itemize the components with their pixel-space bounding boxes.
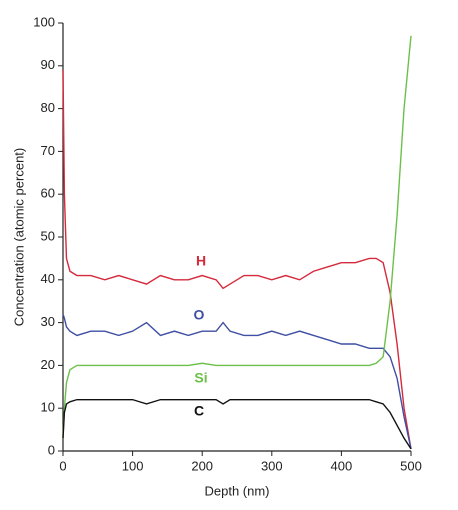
y-tick-label: 0 [48, 442, 55, 457]
y-tick-label: 100 [33, 14, 55, 29]
series-label: O [194, 307, 205, 323]
x-tick-label: 500 [400, 458, 422, 473]
series-label: H [196, 253, 206, 269]
series-line [62, 313, 412, 450]
y-tick-label: 20 [41, 357, 55, 372]
x-axis-label: Depth (nm) [204, 483, 269, 498]
y-axis-label: Concentration (atomic percent) [11, 148, 26, 326]
y-tick-label: 10 [41, 400, 55, 415]
x-tick-label: 400 [331, 458, 353, 473]
y-tick-label: 80 [41, 100, 55, 115]
axes [62, 23, 411, 452]
x-tick-label: 100 [122, 458, 144, 473]
y-tick-label: 30 [41, 314, 55, 329]
series-line [62, 35, 412, 439]
series-line [62, 398, 412, 450]
series-line [62, 70, 412, 449]
x-tick-label: 300 [261, 458, 283, 473]
y-tick-label: 40 [41, 271, 55, 286]
series-label: C [194, 403, 204, 419]
x-tick-label: 0 [59, 458, 66, 473]
y-tick-label: 50 [41, 228, 55, 243]
x-tick-label: 200 [191, 458, 213, 473]
y-tick-label: 70 [41, 143, 55, 158]
y-tick-label: 60 [41, 186, 55, 201]
y-tick-label: 90 [41, 57, 55, 72]
series-label: Si [194, 370, 207, 386]
